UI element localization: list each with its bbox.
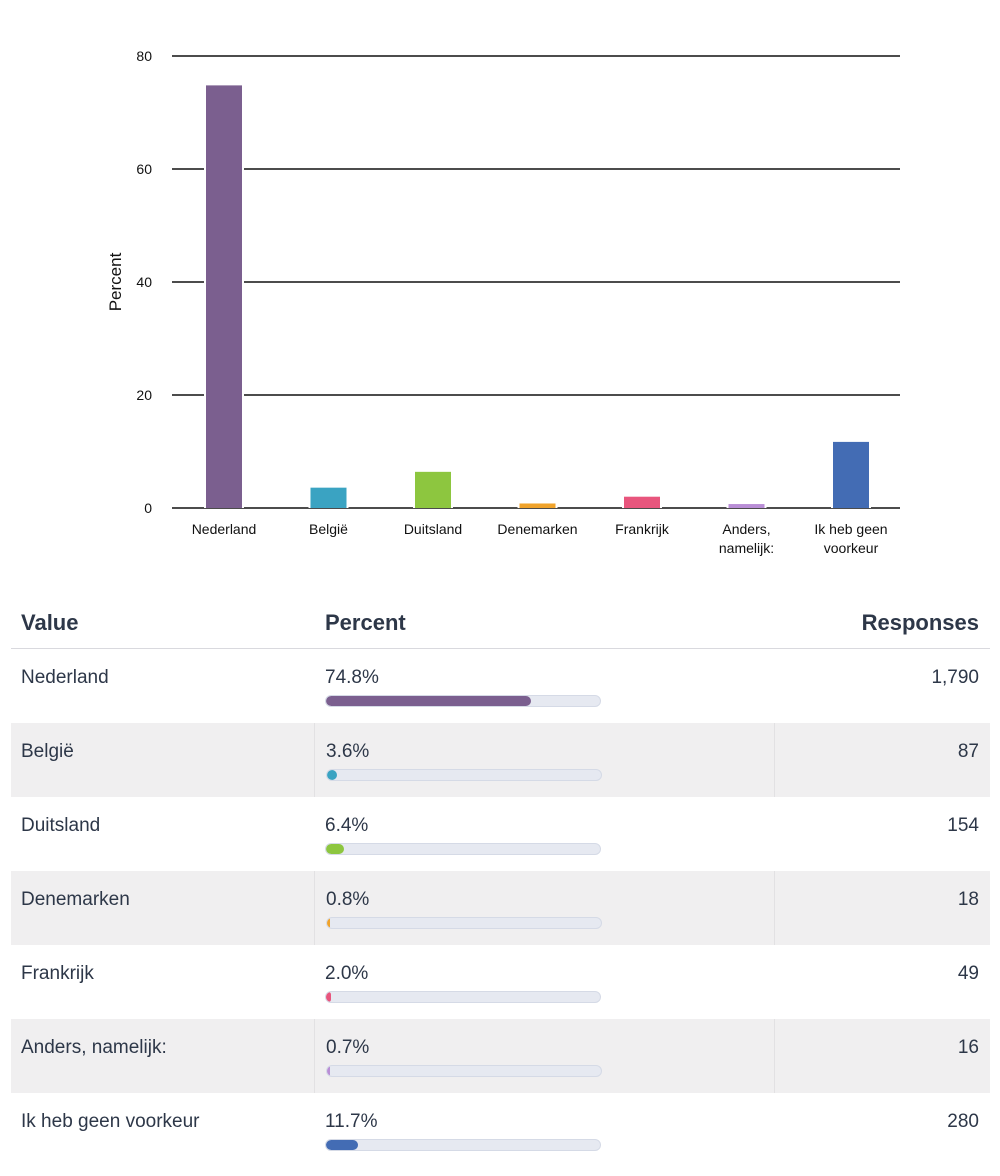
percent-bar-track xyxy=(325,843,601,855)
row-value: Denemarken xyxy=(21,889,130,910)
bar[interactable] xyxy=(624,496,660,508)
row-percent: 2.0% xyxy=(325,963,369,984)
row-percent-cell: 3.6% xyxy=(314,723,775,797)
row-percent: 11.7% xyxy=(325,1111,378,1132)
row-percent-cell: 2.0% xyxy=(314,945,775,1019)
table-row: Duitsland 6.4% 154 xyxy=(11,797,990,871)
row-percent: 6.4% xyxy=(325,815,369,836)
bar[interactable] xyxy=(415,471,451,508)
bar[interactable] xyxy=(833,441,869,508)
row-percent: 3.6% xyxy=(326,741,370,762)
x-tick-label: Ik heb geen xyxy=(814,521,887,537)
table-row: België 3.6% 87 xyxy=(11,723,990,797)
row-responses: 16 xyxy=(957,1037,979,1058)
row-percent-cell: 6.4% xyxy=(314,797,775,871)
x-tick-label: namelijk: xyxy=(719,540,774,556)
y-tick-label: 60 xyxy=(136,161,152,177)
row-value: België xyxy=(21,741,74,762)
header-responses[interactable]: Responses xyxy=(861,610,979,635)
table-body: Nederland 74.8% 1,790 België 3.6% 87 Duitsland… xyxy=(11,649,990,1167)
row-value: Duitsland xyxy=(21,815,101,836)
bar[interactable] xyxy=(519,503,556,508)
percent-bar-fill xyxy=(327,918,331,928)
row-responses: 1,790 xyxy=(931,667,979,688)
row-responses: 154 xyxy=(947,815,979,836)
bar[interactable] xyxy=(728,504,765,508)
percent-bar-fill xyxy=(327,770,337,780)
row-responses: 280 xyxy=(947,1111,979,1132)
y-tick-label: 0 xyxy=(144,500,152,516)
percent-bar-fill xyxy=(327,1066,331,1076)
bar[interactable] xyxy=(206,85,242,508)
row-percent-cell: 74.8% xyxy=(314,649,775,723)
x-tick-label: Denemarken xyxy=(497,521,577,537)
percent-bar-track xyxy=(325,1139,601,1151)
percent-bar-track xyxy=(325,695,601,707)
x-tick-label: voorkeur xyxy=(824,540,879,556)
x-tick-label: Duitsland xyxy=(404,521,462,537)
row-percent: 74.8% xyxy=(325,667,379,688)
percent-bar-fill xyxy=(326,844,344,854)
x-tick-label: Nederland xyxy=(192,521,257,537)
percent-bar-track xyxy=(325,991,601,1003)
row-responses: 18 xyxy=(957,889,979,910)
table-header: Value Percent Responses xyxy=(11,598,990,649)
percent-bar-track xyxy=(326,917,602,929)
x-tick-label: Frankrijk xyxy=(615,521,670,537)
x-tick-label: Anders, xyxy=(722,521,770,537)
percent-bar-fill xyxy=(326,1140,359,1150)
row-responses: 87 xyxy=(957,741,979,762)
row-percent-cell: 0.8% xyxy=(314,871,775,945)
row-value: Frankrijk xyxy=(21,963,94,984)
bar-chart: 0 20 40 60 80 Percent Nederland België Duitsland… xyxy=(106,48,900,556)
table-row: Nederland 74.8% 1,790 xyxy=(11,649,990,723)
row-percent-cell: 11.7% xyxy=(314,1093,775,1167)
table-row: Ik heb geen voorkeur 11.7% 280 xyxy=(11,1093,990,1167)
table-row: Denemarken 0.8% 18 xyxy=(11,871,990,945)
row-percent-cell: 0.7% xyxy=(314,1019,775,1093)
row-value: Nederland xyxy=(21,667,109,688)
row-percent: 0.7% xyxy=(326,1037,370,1058)
x-tick-label: België xyxy=(309,521,348,537)
percent-bar-fill xyxy=(326,992,332,1002)
table-row: Frankrijk 2.0% 49 xyxy=(11,945,990,1019)
header-percent[interactable]: Percent xyxy=(325,610,406,635)
percent-bar-track xyxy=(326,1065,602,1077)
row-value: Ik heb geen voorkeur xyxy=(21,1111,200,1132)
y-axis-title: Percent xyxy=(106,252,125,311)
chart-svg: 0 20 40 60 80 Percent Nederland België Duitsland… xyxy=(106,48,900,556)
percent-bar-track xyxy=(326,769,602,781)
row-value: Anders, namelijk: xyxy=(21,1037,167,1058)
percent-bar-fill xyxy=(326,696,531,706)
results-table: Value Percent Responses Nederland 74.8% 1,… xyxy=(11,598,990,1167)
y-tick-label: 20 xyxy=(136,387,152,403)
y-tick-label: 40 xyxy=(136,274,152,290)
row-percent: 0.8% xyxy=(326,889,370,910)
bar[interactable] xyxy=(310,487,347,508)
y-tick-label: 80 xyxy=(136,48,152,64)
header-value[interactable]: Value xyxy=(21,610,79,635)
table-row: Anders, namelijk: 0.7% 16 xyxy=(11,1019,990,1093)
row-responses: 49 xyxy=(957,963,979,984)
